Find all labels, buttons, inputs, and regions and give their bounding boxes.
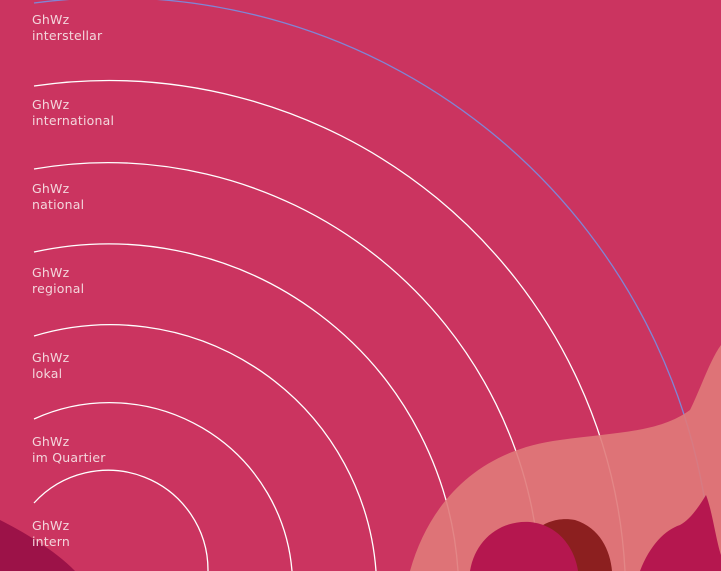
- ring-label-international: GhWz international: [32, 97, 114, 129]
- hill-light: [410, 345, 721, 571]
- ring-scope: regional: [32, 281, 85, 296]
- ring-scope: lokal: [32, 366, 63, 381]
- ring-code: GhWz: [32, 181, 70, 196]
- ring-label-im-quartier: GhWz im Quartier: [32, 434, 106, 466]
- ring-label-lokal: GhWz lokal: [32, 350, 69, 382]
- ring-code: GhWz: [32, 265, 70, 280]
- ring-label-intern: GhWz intern: [32, 518, 70, 550]
- ring-label-interstellar: GhWz interstellar: [32, 12, 102, 44]
- ring-code: GhWz: [32, 12, 70, 27]
- hill-mid: [470, 521, 578, 571]
- ring-code: GhWz: [32, 350, 70, 365]
- ring-arc-lokal: [33, 324, 377, 571]
- ring-label-regional: GhWz regional: [32, 265, 84, 297]
- ring-scope: national: [32, 197, 85, 212]
- ring-arc-im-quartier: [33, 402, 293, 571]
- ring-scope: im Quartier: [32, 450, 106, 465]
- ring-code: GhWz: [32, 97, 70, 112]
- ring-arc-regional: [33, 243, 459, 571]
- ring-scope: interstellar: [32, 28, 103, 43]
- ring-arc-intern: [33, 469, 209, 571]
- ring-scope: international: [32, 113, 115, 128]
- ring-label-national: GhWz national: [32, 181, 84, 213]
- ring-code: GhWz: [32, 434, 70, 449]
- ring-scope: intern: [32, 534, 71, 549]
- hill-mid-right: [640, 495, 721, 571]
- corner-shape: [0, 520, 75, 571]
- ring-code: GhWz: [32, 518, 70, 533]
